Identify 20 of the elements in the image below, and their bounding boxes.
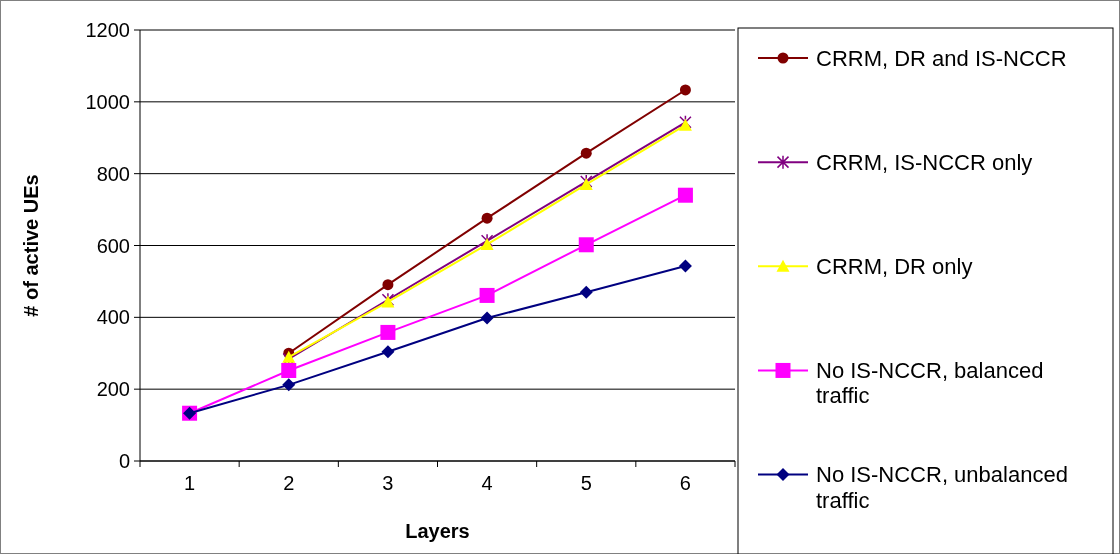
y-tick-label: 800 (96, 162, 130, 185)
y-tick-label: 1000 (85, 90, 130, 113)
y-axis-title: # of active UEs (20, 174, 42, 317)
legend-label: No IS-NCCR, unbalanced traffic (816, 462, 1068, 513)
y-tick-label: 1200 (85, 19, 130, 41)
x-tick-label: 3 (382, 472, 394, 494)
x-tick-label: 1 (184, 472, 196, 494)
y-tick-label: 200 (96, 378, 130, 401)
x-tick-label: 2 (283, 472, 295, 494)
legend-label: CRRM, DR only (816, 254, 973, 279)
y-tick-label: 600 (96, 234, 130, 257)
x-tick-label: 4 (481, 472, 493, 494)
y-tick-label: 400 (96, 306, 130, 329)
legend-label: No IS-NCCR, balanced traffic (816, 358, 1044, 409)
y-tick-label: 0 (118, 450, 130, 472)
x-tick-label: 5 (580, 472, 592, 494)
x-tick-label: 6 (679, 472, 691, 494)
legend-label: CRRM, DR and IS-NCCR (816, 45, 1067, 71)
legend-label: CRRM, IS-NCCR only (816, 149, 1033, 175)
x-axis-title: Layers (405, 520, 470, 542)
